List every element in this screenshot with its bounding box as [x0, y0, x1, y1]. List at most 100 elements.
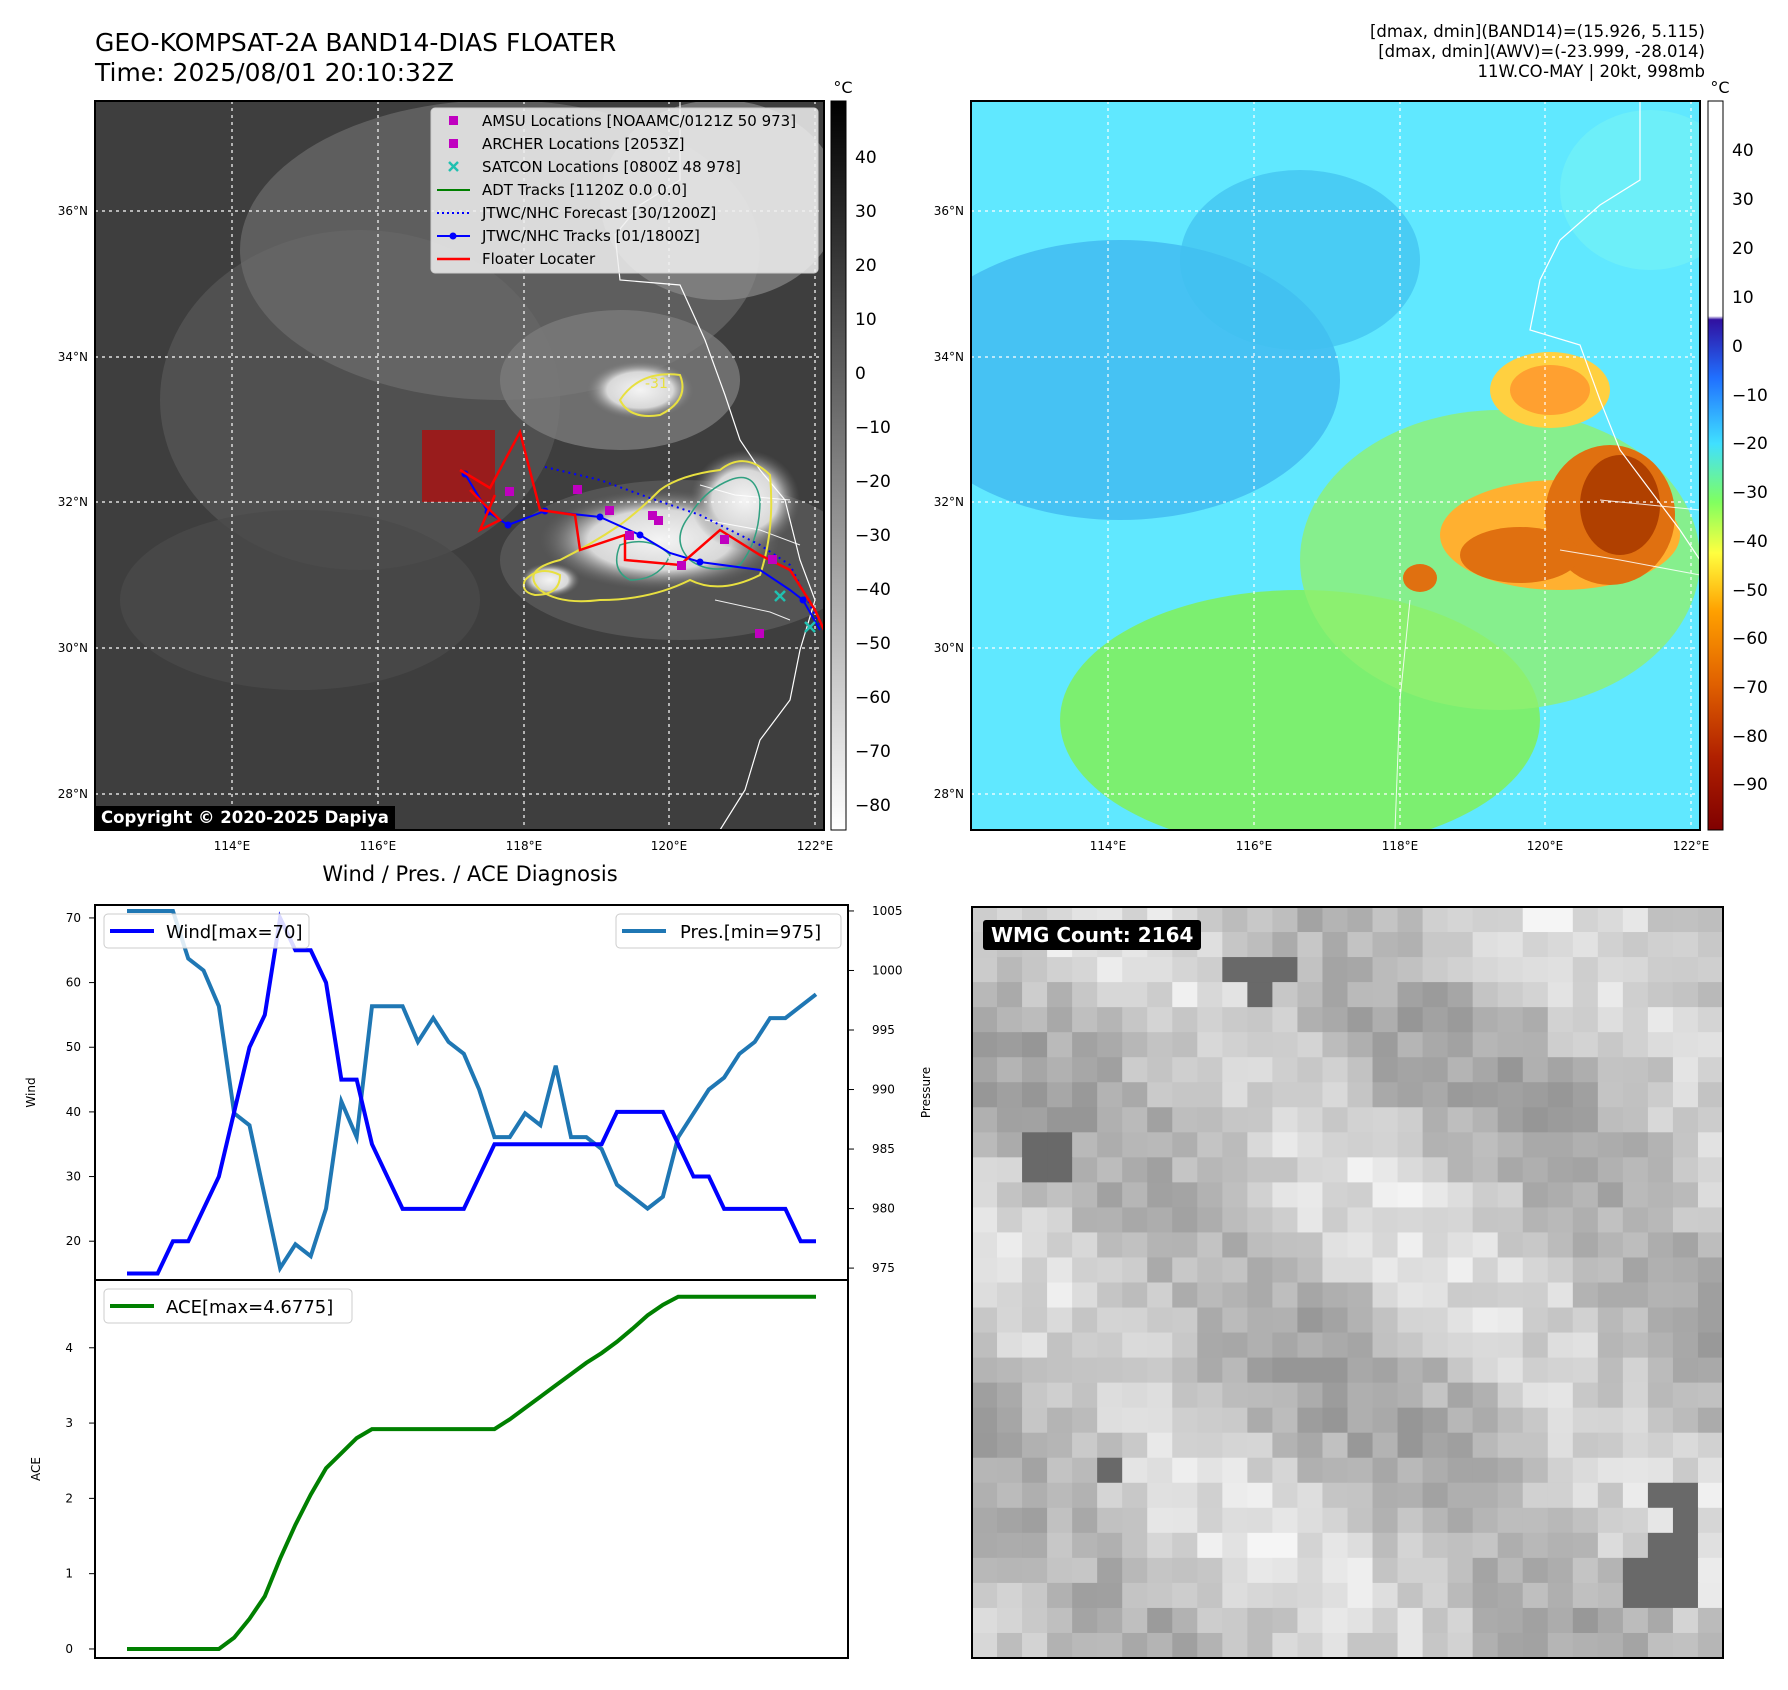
wmg-pixel [1647, 1157, 1674, 1183]
wmg-pixel [1347, 1282, 1374, 1309]
ace-tick-label: 2 [65, 1491, 73, 1505]
ir-map-figure: -31 [58, 78, 1768, 853]
wmg-pixel [997, 1057, 1023, 1083]
wmg-pixel [1697, 1382, 1724, 1409]
wmg-pixel [1647, 1582, 1674, 1609]
wmg-pixel [1622, 957, 1649, 983]
wmg-pixel [1022, 1007, 1048, 1033]
wmg-pixel [1297, 1007, 1323, 1033]
wmg-pixel [1572, 907, 1599, 933]
wmg-pixel [1122, 1207, 1148, 1233]
wmg-pixel [1047, 1032, 1073, 1058]
wmg-pixel [1022, 1582, 1048, 1609]
wmg-pixel [1247, 1207, 1273, 1233]
wmg-pixel [1222, 1432, 1248, 1459]
wmg-pixel [1022, 1157, 1048, 1183]
lat-label: 30°N [934, 641, 964, 655]
wmg-pixel [1347, 1407, 1374, 1434]
wmg-pixel [1372, 1207, 1399, 1233]
wmg-pixel [1472, 1607, 1499, 1634]
wmg-pixel [1447, 1482, 1474, 1509]
wind-tick-label: 50 [66, 1040, 81, 1054]
wmg-pixel [1572, 1107, 1599, 1133]
wmg-pixel [1222, 1482, 1248, 1509]
wmg-pixel [1322, 932, 1348, 958]
wmg-pixel [1197, 1432, 1223, 1459]
wmg-pixel [1422, 1332, 1449, 1359]
wmg-pixel [1672, 1582, 1699, 1609]
storm-info: [dmax, dmin](BAND14)=(15.926, 5.115) [dm… [1370, 22, 1705, 82]
wmg-pixel [1647, 957, 1674, 983]
wmg-pixel [1422, 1607, 1449, 1634]
wmg-pixel [1272, 1357, 1298, 1384]
wmg-pixel [1172, 1007, 1198, 1033]
wmg-pixel [1697, 1307, 1724, 1334]
wmg-pixel [1147, 1332, 1173, 1359]
wmg-pixel [1372, 1157, 1399, 1183]
wmg-pixel [1697, 1407, 1724, 1434]
wmg-pixel [1572, 1332, 1599, 1359]
wmg-pixel [1522, 1132, 1549, 1158]
wmg-pixel [1447, 1332, 1474, 1359]
wmg-pixel [1122, 982, 1148, 1008]
wmg-pixel [1672, 1207, 1699, 1233]
wmg-pixel [1122, 1457, 1148, 1484]
wmg-pixel [1147, 1582, 1173, 1609]
wmg-pixel [1697, 1482, 1724, 1509]
wmg-pixel [997, 1632, 1023, 1659]
wmg-pixel [1247, 1382, 1273, 1409]
wmg-pixel [1247, 1082, 1273, 1108]
wmg-pixel [1497, 1382, 1524, 1409]
wmg-pixel [1222, 1307, 1248, 1334]
wmg-pixel [1047, 1407, 1073, 1434]
wmg-pixel [1022, 1032, 1048, 1058]
wmg-pixel [1047, 1132, 1073, 1158]
wmg-pixel [1647, 1532, 1674, 1559]
wmg-pixel [1147, 1632, 1173, 1659]
wmg-pixel [1047, 1582, 1073, 1609]
wmg-pixel [1072, 1507, 1098, 1534]
wmg-pixel [1647, 1082, 1674, 1108]
wmg-pixel [1622, 1582, 1649, 1609]
wmg-pixel [1547, 1532, 1574, 1559]
wmg-pixel [1422, 1407, 1449, 1434]
cbar-tick: 30 [1732, 190, 1754, 210]
wmg-pixel [1572, 1007, 1599, 1033]
wmg-pixel [1122, 1157, 1148, 1183]
wmg-pixel [1322, 1432, 1348, 1459]
wmg-pixel [1597, 907, 1624, 933]
wmg-pixel [1297, 982, 1323, 1008]
wmg-pixel [1322, 982, 1348, 1008]
wmg-pixel [1647, 1232, 1674, 1258]
wmg-pixel [1347, 1157, 1374, 1183]
wmg-pixel [1197, 1582, 1223, 1609]
wmg-pixel [1547, 1382, 1574, 1409]
ir-legend: AMSU Locations [NOAAMC/0121Z 50 973] ARC… [430, 107, 819, 274]
wmg-pixel [972, 1257, 998, 1283]
wmg-pixel [1347, 1457, 1374, 1484]
wmg-pixel [1172, 1207, 1198, 1233]
wmg-pixel [1147, 1607, 1173, 1634]
wmg-pixel [1647, 1632, 1674, 1659]
wmg-pixel [997, 1557, 1023, 1584]
wmg-pixel [1497, 1582, 1524, 1609]
wmg-pixel [1272, 1232, 1298, 1258]
wmg-pixel [972, 1632, 998, 1659]
wmg-pixel [1697, 1332, 1724, 1359]
wmg-pixel [1622, 1207, 1649, 1233]
wmg-pixel [1647, 1182, 1674, 1208]
wmg-pixel [1297, 1307, 1323, 1334]
wmg-pixel [1547, 1432, 1574, 1459]
wmg-pixel [1422, 1482, 1449, 1509]
wmg-pixel [1622, 1307, 1649, 1334]
pressure-tick-label: 1005 [872, 904, 903, 918]
jtwc-track [464, 473, 821, 631]
wmg-pixel [1497, 1557, 1524, 1584]
ace-tick-label: 4 [65, 1341, 73, 1355]
wmg-pixel [1647, 1357, 1674, 1384]
ace-tick-label: 3 [65, 1416, 73, 1430]
wmg-pixel [1072, 1582, 1098, 1609]
wmg-pixel [1197, 1407, 1223, 1434]
pressure-tick-label: 995 [872, 1023, 895, 1037]
wmg-pixel [1597, 1357, 1624, 1384]
